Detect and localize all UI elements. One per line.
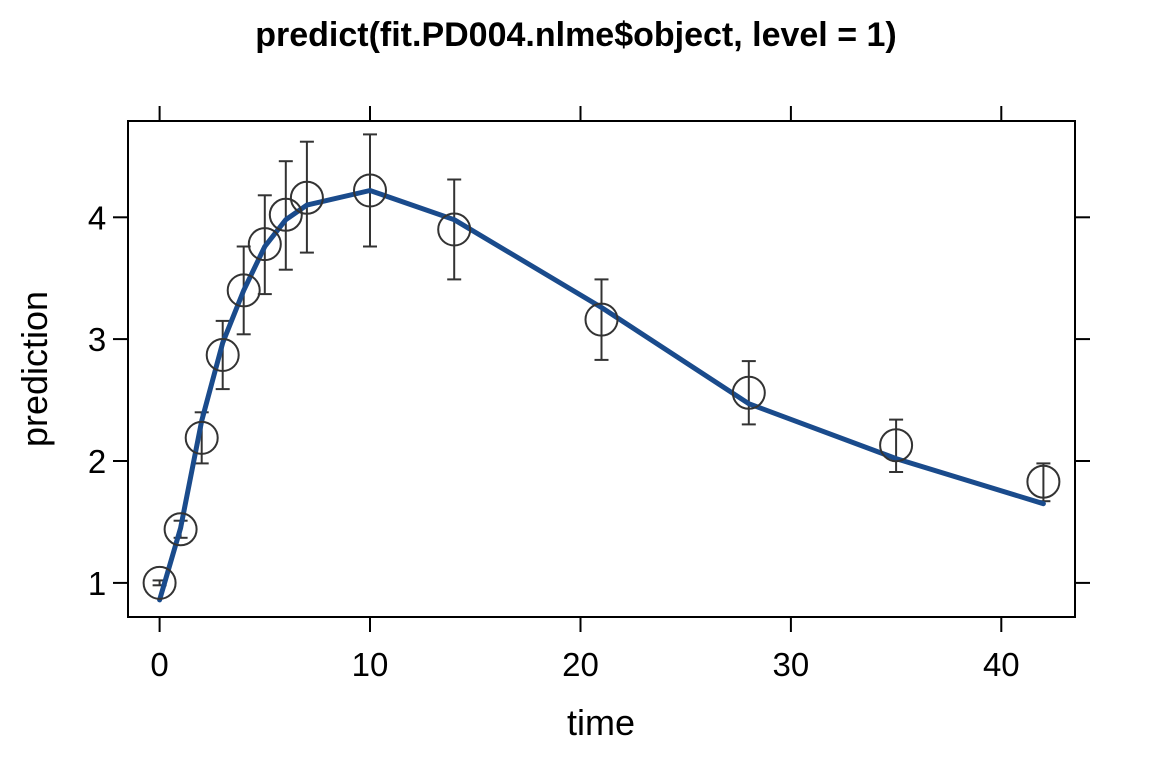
fitted-line [157,188,1046,603]
x-axis-label: time [567,702,635,743]
y-tick-label-1: 2 [88,443,106,480]
y-axis-label: prediction [14,291,55,447]
data-point-12 [879,428,914,463]
data-point-10 [584,302,619,337]
data-point-2 [184,420,219,455]
fitted-line-path [157,188,1046,603]
data-point-11 [731,375,766,410]
x-tick-label-1: 10 [352,646,389,683]
axis-ticks: 0 10 20 30 40 1 2 3 4 [88,106,1090,683]
data-point-0 [142,565,177,600]
data-point-8 [353,173,387,208]
data-point-3 [205,338,240,372]
plot-frame [127,120,1076,618]
data-point-4 [226,273,261,308]
observed-points [142,173,1061,600]
data-point-7 [289,180,324,215]
x-tick-label-3: 30 [773,646,810,683]
y-tick-label-3: 4 [88,199,106,236]
data-point-5 [247,227,282,262]
chart-title: predict(fit.PD004.nlme$object, level = 1… [255,16,897,54]
x-tick-label-2: 20 [562,646,599,683]
y-tick-label-2: 3 [88,321,106,358]
data-point-1 [163,512,198,547]
y-tick-label-0: 1 [88,565,106,602]
data-point-9 [437,212,472,247]
x-tick-label-4: 40 [983,646,1020,683]
error-bars [152,133,1051,587]
data-point-13 [1026,464,1061,499]
x-tick-label-0: 0 [150,646,168,683]
data-point-6 [268,197,303,232]
